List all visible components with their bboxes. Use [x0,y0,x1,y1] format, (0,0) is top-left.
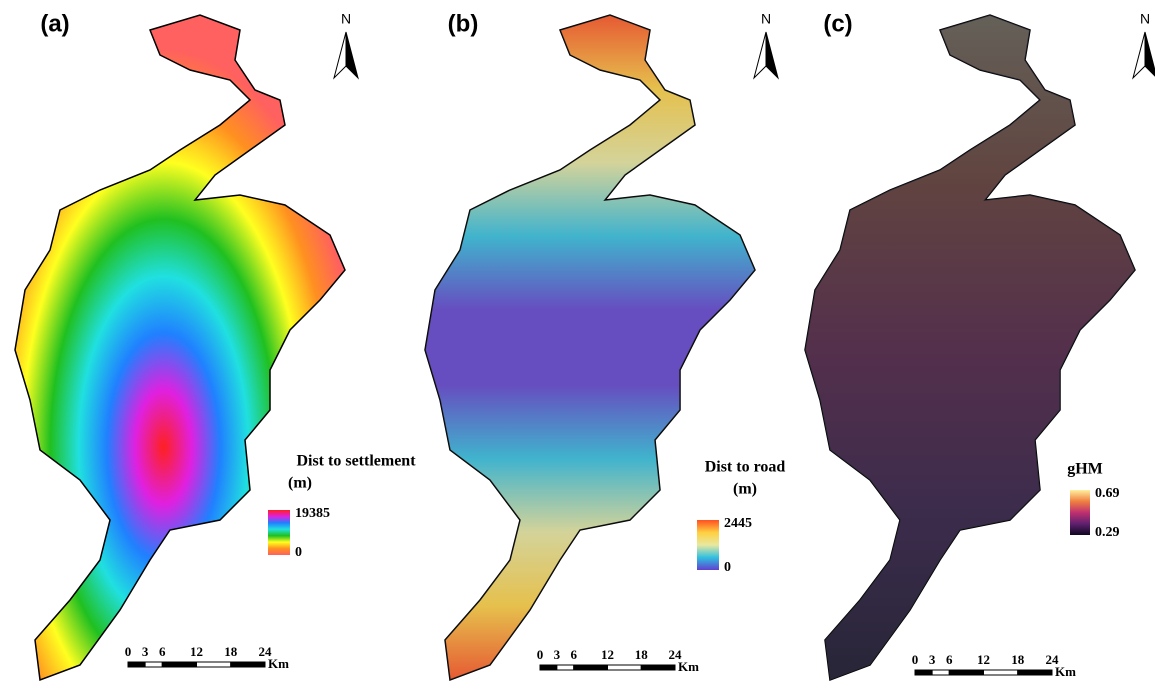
north-arrow [1144,31,1155,77]
panel-label: (a) [40,10,69,37]
scale-bar-segment [144,661,163,668]
scale-bar-segment [573,664,608,671]
scale-unit: Km [678,659,699,674]
north-arrow [333,31,347,80]
scale-tick-label: 0 [537,647,544,662]
scale-bar-segment [948,669,984,676]
scale-tick-label: 24 [259,644,273,659]
scale-bar-segment [983,669,1019,676]
hillshade [805,15,1135,680]
north-label: N [341,11,351,27]
scale-bar-segment [127,661,146,668]
scale-bar-segment [914,669,933,676]
legend-title: Dist to settlement [296,453,416,470]
scale-tick-label: 24 [669,647,683,662]
scale-bar-segment [640,664,676,671]
panel-label: (b) [448,10,479,37]
legend-title: Dist to road [705,459,786,476]
scale-tick-label: 3 [142,644,149,659]
scale-bar-segment [1017,669,1053,676]
scale-tick-label: 6 [159,644,166,659]
scale-bar-segment [230,661,266,668]
hillshade [425,15,755,680]
scale-unit: Km [268,656,289,671]
scale-tick-label: 3 [929,652,936,667]
north-arrow [765,31,779,80]
legend-colorbar [697,520,719,570]
legend-max: 19385 [295,506,330,521]
north-label: N [761,11,771,27]
scale-tick-label: 0 [912,652,919,667]
scale-bar-segment [931,669,950,676]
scale-bar-segment [556,664,575,671]
legend-unit: (m) [288,475,312,492]
scale-tick-label: 12 [190,644,203,659]
legend-max: 2445 [724,516,752,531]
scale-tick-label: 6 [946,652,953,667]
scale-tick-label: 24 [1046,652,1060,667]
legend-min: 0 [295,545,302,560]
north-arrow [753,31,767,80]
panel-label: (c) [823,10,852,37]
legend-unit: (m) [733,481,757,498]
legend-min: 0.29 [1095,525,1120,540]
scale-tick-label: 0 [125,644,132,659]
scale-tick-label: 18 [224,644,238,659]
north-arrow [1132,31,1146,80]
legend-colorbar [1070,490,1090,535]
scale-bar-segment [607,664,642,671]
scale-tick-label: 18 [635,647,649,662]
scale-unit: Km [1055,664,1076,679]
legend-colorbar [268,510,290,555]
north-label: N [1140,11,1150,27]
north-arrow [345,31,359,80]
scale-bar-segment [161,661,197,668]
scale-bar-segment [196,661,232,668]
scale-bar-segment [539,664,558,671]
legend-min: 0 [724,560,731,575]
legend-title: gHM [1067,461,1103,478]
scale-tick-label: 18 [1011,652,1025,667]
scale-tick-label: 12 [601,647,614,662]
scale-tick-label: 12 [977,652,990,667]
legend-max: 0.69 [1095,486,1120,501]
map-region [14,14,346,682]
scale-tick-label: 6 [571,647,578,662]
map-region [424,14,756,682]
scale-tick-label: 3 [554,647,561,662]
